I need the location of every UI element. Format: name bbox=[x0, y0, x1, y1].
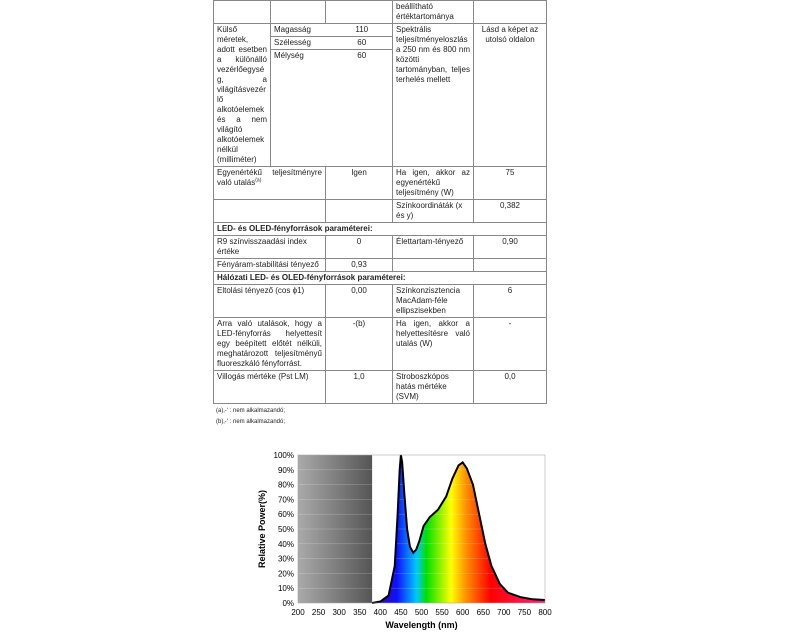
cell: - bbox=[473, 317, 547, 371]
table-row: R9 színvisszaadási index értéke 0 Élettart… bbox=[213, 235, 547, 259]
cell: 60 bbox=[357, 51, 367, 60]
x-tick-label: 200 bbox=[291, 608, 305, 617]
x-tick-label: 700 bbox=[497, 608, 511, 617]
footnote: (b)‚-‘ : nem alkalmazandó; bbox=[216, 419, 286, 425]
y-tick-label: 20% bbox=[278, 569, 294, 578]
cell: 6 bbox=[473, 284, 547, 318]
area-above-curve bbox=[372, 455, 545, 603]
table-row: beállítható értéktartománya bbox=[213, 0, 547, 24]
y-tick-label: 50% bbox=[278, 525, 294, 534]
cell: 0,0 bbox=[473, 370, 547, 404]
cell: Fényáram-stabilitási tényező bbox=[213, 258, 326, 272]
footnotes: (a)‚-‘ : nem alkalmazandó; (b)‚-‘ : nem … bbox=[213, 404, 546, 428]
x-tick-label: 250 bbox=[312, 608, 326, 617]
spectrum-chart: 0% 10% 20% 30% 40% 50% 60% 70% 80% 90% 100% 200 250 3… bbox=[257, 451, 552, 630]
cell: 110 bbox=[331, 24, 392, 37]
cell: 0 bbox=[325, 235, 393, 259]
x-tick-label: 400 bbox=[374, 608, 388, 617]
cell: R9 színvisszaadási index értéke bbox=[213, 235, 326, 259]
table-row: Egyenértékű teljesítményre való utalás(a… bbox=[213, 166, 547, 200]
table-row: Arra való utalások, hogy a LED-fényforrá… bbox=[213, 317, 547, 371]
section-heading: LED- és OLED-fényforrások paraméterei: bbox=[213, 222, 547, 236]
table-row: Fényáram-stabilitási tényező 0,93 bbox=[213, 258, 547, 272]
cell: Szélesség bbox=[271, 36, 332, 50]
cell: Külső méretek, adott esetben a különálló… bbox=[213, 23, 271, 167]
table-row: LED- és OLED-fényforrások paraméterei: bbox=[213, 222, 547, 236]
y-tick-label: 10% bbox=[278, 584, 294, 593]
cell: Ha igen, akkor a helyettesítésre való ut… bbox=[392, 317, 474, 371]
table-row: Villogás mértéke (Pst LM) 1,0 Stroboszkópo… bbox=[213, 370, 547, 404]
y-tick-label: 100% bbox=[274, 451, 294, 460]
spectrum-line bbox=[371, 454, 546, 604]
y-axis-label: Relative Power(%) bbox=[257, 490, 267, 568]
spec-table: beállítható értéktartománya Külső mérete… bbox=[213, 0, 547, 404]
cell: 0,00 bbox=[325, 284, 393, 318]
cell: 1,0 bbox=[325, 370, 393, 404]
y-tick-label: 70% bbox=[278, 495, 294, 504]
cell: beállítható értéktartománya bbox=[392, 0, 474, 24]
x-tick-label: 350 bbox=[353, 608, 367, 617]
x-tick-label: 300 bbox=[332, 608, 346, 617]
cell: 0,93 bbox=[325, 258, 393, 272]
y-tick-label: 40% bbox=[278, 540, 294, 549]
y-tick-label: 60% bbox=[278, 510, 294, 519]
cell: Színkonzisztencia MacAdam-féle ellipszis… bbox=[392, 284, 474, 318]
document-body: beállítható értéktartománya Külső mérete… bbox=[213, 0, 552, 635]
cell: Élettartam-tényező bbox=[392, 235, 474, 259]
table-row: Külső méretek, adott esetben a különálló… bbox=[213, 23, 547, 167]
x-tick-label: 450 bbox=[394, 608, 408, 617]
footnote-ref: (a) bbox=[255, 177, 262, 184]
cell: Eltolási tényező (cos ϕ1) bbox=[213, 284, 326, 318]
cell: Villogás mértéke (Pst LM) bbox=[213, 370, 326, 404]
cell: 75 bbox=[473, 166, 547, 200]
footnote: (a)‚-‘ : nem alkalmazandó; bbox=[216, 408, 286, 414]
x-tick-label: 500 bbox=[415, 608, 429, 617]
x-tick-label: 650 bbox=[477, 608, 491, 617]
cell: -(b) bbox=[325, 317, 393, 371]
cell: Mélység bbox=[274, 51, 304, 60]
cell: Magasság bbox=[271, 24, 332, 37]
table-row: Hálózati LED- és OLED-fényforrások param… bbox=[213, 271, 547, 285]
cell: Ha igen, akkor az egyenértékű teljesítmé… bbox=[392, 166, 474, 200]
cell: Spektrális teljesítményeloszlás a 250 nm… bbox=[392, 23, 474, 167]
dimensions-table: Magasság 110 Szélesség 60 Mélység 60 bbox=[271, 24, 392, 62]
table-row: Eltolási tényező (cos ϕ1) 0,00 Színkonzisz… bbox=[213, 284, 547, 318]
y-tick-label: 30% bbox=[278, 555, 294, 564]
cell: 60 bbox=[331, 36, 392, 50]
cell: Arra való utalások, hogy a LED-fényforrá… bbox=[213, 317, 326, 371]
cell: Igen bbox=[325, 166, 393, 200]
x-axis-label: Wavelength (nm) bbox=[385, 620, 457, 630]
x-tick-label: 550 bbox=[435, 608, 449, 617]
cell: Stroboszkópos hatás mértéke (SVM) bbox=[392, 370, 474, 404]
cell: Lásd a képet az utolsó oldalon bbox=[473, 23, 547, 167]
section-heading: Hálózati LED- és OLED-fényforrások param… bbox=[213, 271, 547, 285]
y-tick-label: 0% bbox=[282, 599, 294, 608]
cell: 0,90 bbox=[473, 235, 547, 259]
x-tick-label: 600 bbox=[456, 608, 470, 617]
cell: Színkoordináták (x és y) bbox=[392, 199, 474, 223]
x-tick-label: 800 bbox=[538, 608, 552, 617]
cell: Egyenértékű teljesítményre való utalás bbox=[217, 168, 322, 187]
y-tick-label: 80% bbox=[278, 481, 294, 490]
table-row: Színkoordináták (x és y) 0,382 bbox=[213, 199, 547, 223]
cell: 0,382 bbox=[473, 199, 547, 223]
y-tick-label: 90% bbox=[278, 466, 294, 475]
x-tick-label: 750 bbox=[518, 608, 532, 617]
